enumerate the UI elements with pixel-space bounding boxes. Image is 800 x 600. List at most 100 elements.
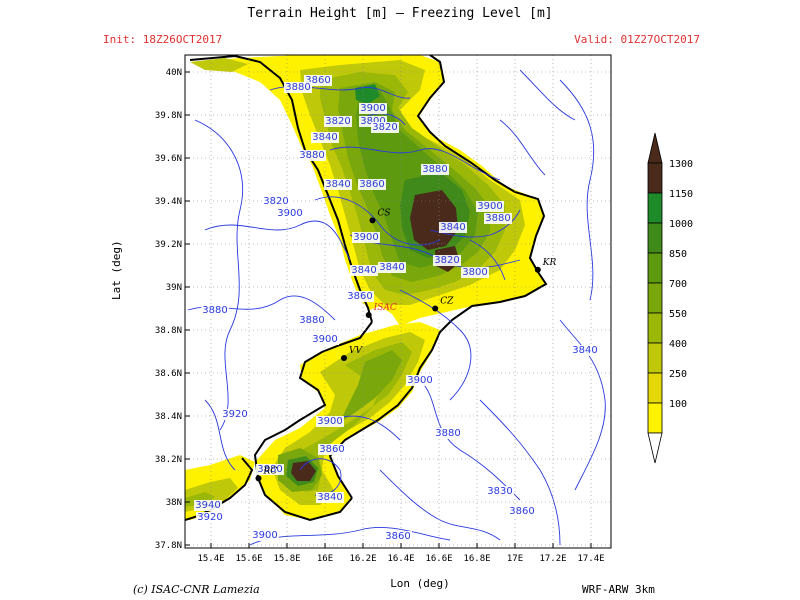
map-title: Terrain Height [m] — Freezing Level [m] xyxy=(247,6,553,21)
colorbar-label: 1150 xyxy=(669,189,693,200)
colorbar-segment xyxy=(647,162,663,194)
contour-label: 3900 xyxy=(317,416,342,427)
y-tick-label: 38.4N xyxy=(155,412,182,422)
contour-label-bg xyxy=(384,531,412,542)
contour-label-bg xyxy=(476,201,504,212)
contour-label: 3840 xyxy=(440,222,465,233)
y-tick-label: 39N xyxy=(166,283,182,293)
contour-label-bg xyxy=(571,345,599,356)
contour-label-bg xyxy=(256,464,284,475)
contour-label: 3800 xyxy=(360,116,385,127)
colorbar-segment xyxy=(647,372,663,404)
contour-label: 3840 xyxy=(572,345,597,356)
city-label: CZ xyxy=(440,297,454,307)
city-label: RC xyxy=(263,466,278,476)
contour-label: 3900 xyxy=(353,232,378,243)
city-marker xyxy=(255,475,262,482)
colorbar-segment xyxy=(647,342,663,374)
grid-lines xyxy=(185,55,611,548)
colorbar-segment xyxy=(647,312,663,344)
y-tick-label: 39.2N xyxy=(155,240,182,250)
contour-label: 3830 xyxy=(487,486,512,497)
contour-label: 3820 xyxy=(372,122,397,133)
contour-label-bg xyxy=(298,150,326,161)
colorbar-label: 700 xyxy=(669,279,687,290)
plot-frame xyxy=(184,54,612,549)
colorbar-label: 550 xyxy=(669,309,687,320)
contour-label: 3900 xyxy=(477,201,502,212)
x-tick-label: 16.2E xyxy=(349,554,376,564)
contour-label: 3900 xyxy=(360,103,385,114)
contour-label: 3880 xyxy=(435,428,460,439)
city-marker xyxy=(432,305,439,312)
city-label: CS xyxy=(378,208,391,218)
contour-label: 3840 xyxy=(379,262,404,273)
city-marker xyxy=(365,311,372,318)
x-tick-label: 17E xyxy=(507,554,523,564)
x-tick-label: 16.8E xyxy=(463,554,490,564)
x-axis-ticks: 15.4E 15.6E 15.8E 16E 16.2E 16.4E 16.6E 16.8E 17… xyxy=(197,543,605,564)
contour-label-bg xyxy=(276,208,304,219)
contour-label-bg xyxy=(371,122,399,133)
init-time: Init: 18Z26OCT2017 xyxy=(103,33,223,46)
contour-label-bg xyxy=(284,82,312,93)
contour-label-bg xyxy=(461,267,489,278)
contour-label-bg xyxy=(508,506,536,517)
x-tick-label: 16E xyxy=(317,554,333,564)
contour-label: 3840 xyxy=(325,179,350,190)
contour-label: 3880 xyxy=(485,213,510,224)
colorbar-label: 400 xyxy=(669,339,687,350)
y-tick-label: 37.8N xyxy=(155,541,182,551)
x-tick-label: 15.8E xyxy=(273,554,300,564)
coastline xyxy=(185,55,548,522)
y-tick-label: 39.6N xyxy=(155,154,182,164)
contour-label: 3820 xyxy=(434,255,459,266)
y-tick-label: 39.8N xyxy=(155,111,182,121)
contour-label: 3860 xyxy=(305,75,330,86)
contour-label-bg xyxy=(262,196,290,207)
contour-label: 3880 xyxy=(299,150,324,161)
contour-label-bg xyxy=(350,265,378,276)
contour-label: 3900 xyxy=(252,530,277,541)
x-tick-label: 15.6E xyxy=(235,554,262,564)
contour-label-bg xyxy=(311,132,339,143)
contour-label-bg xyxy=(324,179,352,190)
y-tick-label: 38.6N xyxy=(155,369,182,379)
contour-label-bg xyxy=(378,262,406,273)
contour-label-bg xyxy=(311,334,339,345)
y-tick-label: 38.2N xyxy=(155,455,182,465)
contour-label: 3840 xyxy=(317,492,342,503)
contour-label: 3860 xyxy=(509,506,534,517)
contour-label: 3880 xyxy=(285,82,310,93)
contour-label-bg xyxy=(324,116,352,127)
contour-label: 3880 xyxy=(257,464,282,475)
colorbar-segment xyxy=(647,252,663,284)
contour-label-bg xyxy=(486,486,514,497)
city-label: ISAC xyxy=(373,303,397,313)
city-marker xyxy=(369,217,376,224)
y-axis-ticks: 40N 39.8N 39.6N 39.4N 39.2N 39N 38.8N 38.6N 38.4… xyxy=(155,68,190,551)
contour-label-bg xyxy=(316,492,344,503)
colorbar-label: 100 xyxy=(669,399,687,410)
contour-label-bg xyxy=(434,428,462,439)
colorbar: 1300 1150 1000 850 700 550 400 250 100 xyxy=(647,132,693,464)
colorbar-segment xyxy=(647,192,663,224)
contour-label-bg xyxy=(421,164,449,175)
contour-label-bg xyxy=(439,222,467,233)
contour-label: 3900 xyxy=(312,334,337,345)
contour-label: 3860 xyxy=(319,444,344,455)
contour-label-bg xyxy=(406,375,434,386)
model-name: WRF-ARW 3km xyxy=(582,583,655,596)
city-marker xyxy=(534,266,541,273)
contour-label: 3920 xyxy=(222,409,247,420)
contour-label-bg xyxy=(251,530,279,541)
contour-label-bg xyxy=(304,75,332,86)
colorbar-segment xyxy=(647,222,663,254)
colorbar-top-arrow xyxy=(647,132,663,164)
contour-label: 3860 xyxy=(359,179,384,190)
valid-time: Valid: 01Z27OCT2017 xyxy=(574,33,700,46)
contour-label: 3940 xyxy=(195,500,220,511)
y-tick-label: 39.4N xyxy=(155,197,182,207)
contour-label: 3840 xyxy=(312,132,337,143)
